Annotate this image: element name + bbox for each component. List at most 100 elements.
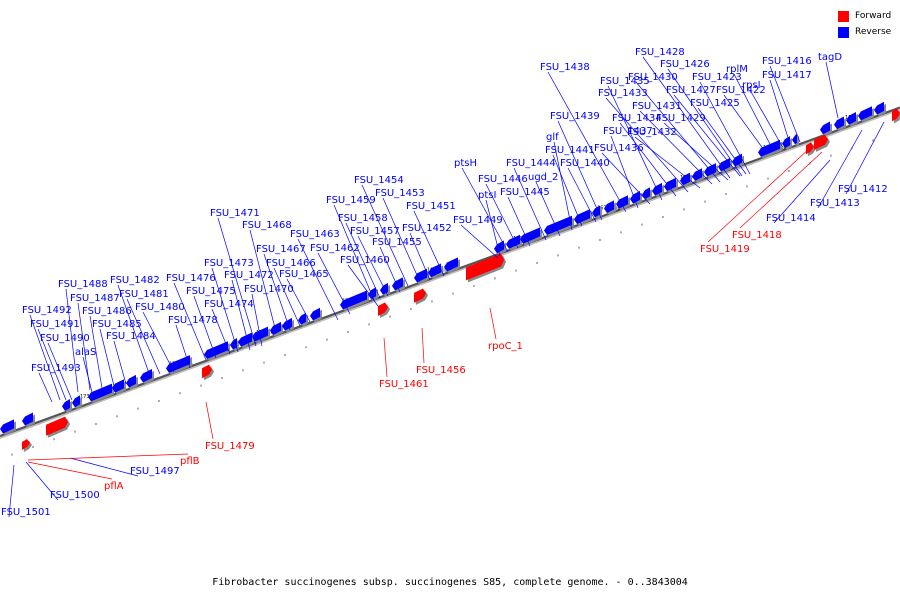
reverse-gene-label: FSU_1427 bbox=[666, 85, 716, 96]
legend-forward: Forward bbox=[838, 8, 891, 24]
reverse-gene-label: FSU_1441 bbox=[545, 145, 595, 156]
reverse-gene-label: FSU_1437 bbox=[603, 126, 653, 137]
reverse-gene-arrow bbox=[544, 215, 572, 235]
reverse-label-leader bbox=[461, 167, 509, 253]
reverse-gene-arrow bbox=[282, 317, 292, 331]
reverse-gene-label: rpsI bbox=[742, 80, 761, 91]
reverse-label-leader bbox=[8, 464, 15, 518]
reverse-gene-label: FSU_1465 bbox=[279, 269, 329, 280]
reverse-gene-label: FSU_1425 bbox=[690, 98, 740, 109]
reverse-gene-arrow bbox=[0, 419, 14, 434]
reverse-gene-label: FSU_1475 bbox=[186, 286, 236, 297]
reverse-gene-label: FSU_1429 bbox=[656, 113, 706, 124]
legend-reverse-swatch bbox=[838, 26, 849, 38]
reverse-label-leader bbox=[773, 159, 831, 224]
reverse-gene-label: FSU_1486 bbox=[82, 306, 132, 317]
reverse-label-leader bbox=[29, 314, 61, 401]
reverse-gene-label: FSU_1481 bbox=[119, 289, 169, 300]
reverse-gene-label: FSU_1426 bbox=[660, 59, 710, 70]
forward-gene-arrow bbox=[46, 416, 68, 436]
reverse-gene-label: FSU_1492 bbox=[22, 305, 72, 316]
reverse-label-leader bbox=[38, 372, 53, 403]
forward-label-leader bbox=[489, 307, 497, 340]
forward-label-leader bbox=[383, 337, 388, 378]
reverse-gene-arrow bbox=[616, 195, 628, 209]
reverse-label-leader bbox=[317, 252, 351, 315]
forward-gene-arrow bbox=[814, 134, 828, 150]
reverse-label-leader bbox=[25, 461, 59, 501]
reverse-gene-arrow bbox=[88, 383, 112, 402]
reverse-gene-label: FSU_1467 bbox=[256, 244, 306, 255]
reverse-label-leader bbox=[231, 279, 251, 351]
reverse-gene-label: FSU_1484 bbox=[106, 331, 156, 342]
reverse-label-leader bbox=[460, 224, 499, 259]
reverse-label-leader bbox=[557, 120, 603, 221]
reverse-gene-arrow bbox=[820, 121, 830, 135]
reverse-gene-label: FSU_1454 bbox=[354, 175, 404, 186]
reverse-label-leader bbox=[126, 298, 161, 375]
reverse-gene-label: FSU_1414 bbox=[766, 213, 816, 224]
reverse-gene-arrow bbox=[126, 374, 136, 388]
reverse-gene-label: ptsI bbox=[478, 190, 496, 201]
reverse-label-leader bbox=[413, 210, 445, 277]
reverse-gene-label: FSU_1501 bbox=[1, 507, 51, 518]
reverse-label-leader bbox=[175, 324, 191, 369]
reverse-gene-arrow bbox=[270, 321, 281, 335]
reverse-gene-arrow bbox=[642, 187, 650, 200]
reverse-label-leader bbox=[333, 204, 375, 301]
reverse-label-leader bbox=[513, 167, 547, 241]
reverse-gene-label: FSU_1471 bbox=[210, 208, 260, 219]
reverse-label-leader bbox=[535, 181, 561, 237]
reverse-gene-label: FSU_1473 bbox=[204, 258, 254, 269]
reverse-gene-label: FSU_1444 bbox=[506, 158, 556, 169]
reverse-gene-label: FSU_1436 bbox=[594, 143, 644, 154]
reverse-label-leader bbox=[485, 199, 501, 257]
reverse-gene-label: FSU_1435 bbox=[600, 76, 650, 87]
legend: Forward Reverse bbox=[838, 8, 891, 40]
forward-label-leader bbox=[421, 327, 425, 364]
reverse-label-leader bbox=[37, 328, 67, 401]
reverse-label-leader bbox=[567, 167, 597, 223]
reverse-label-leader bbox=[142, 311, 175, 373]
reverse-gene-label: FSU_1433 bbox=[598, 88, 648, 99]
gene-labels: FSU_1501 FSU_1500 FSU_1497 FSU_1493 FSU_1492… bbox=[1, 47, 888, 518]
reverse-label-leader bbox=[507, 196, 531, 247]
reverse-gene-label: FSU_1463 bbox=[290, 229, 340, 240]
reverse-label-leader bbox=[485, 183, 519, 249]
reverse-gene-label: FSU_1434 bbox=[612, 113, 662, 124]
reverse-gene-arrow bbox=[72, 395, 80, 408]
reverse-label-leader bbox=[610, 135, 639, 209]
reverse-gene-label: FSU_1413 bbox=[810, 198, 860, 209]
reverse-label-leader bbox=[639, 110, 713, 185]
reverse-label-leader bbox=[553, 141, 573, 231]
reverse-label-leader bbox=[642, 56, 731, 179]
reverse-label-leader bbox=[601, 152, 651, 205]
map-caption: Fibrobacter succinogenes subsp. succinog… bbox=[212, 577, 688, 588]
reverse-gene-label: alaS bbox=[75, 347, 96, 358]
reverse-label-leader bbox=[217, 217, 257, 347]
reverse-gene-label: FSU_1476 bbox=[166, 273, 216, 284]
reverse-gene-label: FSU_1478 bbox=[168, 315, 218, 326]
reverse-label-leader bbox=[699, 81, 751, 175]
reverse-label-leader bbox=[605, 97, 689, 193]
reverse-gene-label: ptsH bbox=[454, 158, 477, 169]
reverse-gene-label: FSU_1439 bbox=[550, 111, 600, 122]
reverse-gene-label: FSU_1440 bbox=[560, 158, 610, 169]
reverse-label-leader bbox=[211, 267, 239, 353]
reverse-gene-arrow bbox=[310, 307, 320, 321]
reverse-gene-arrow bbox=[792, 133, 797, 145]
reverse-label-leader bbox=[825, 61, 839, 119]
reverse-label-leader bbox=[769, 65, 801, 143]
forward-label-leader bbox=[27, 461, 113, 480]
reverse-gene-arrow bbox=[718, 158, 730, 172]
reverse-label-leader bbox=[382, 197, 421, 283]
reverse-gene-arrow bbox=[414, 268, 427, 283]
reverse-label-leader bbox=[749, 89, 783, 147]
reverse-gene-arrow bbox=[758, 139, 780, 157]
reverse-label-leader bbox=[249, 229, 277, 333]
reverse-label-leader bbox=[99, 328, 115, 387]
reverse-gene-arrow bbox=[392, 277, 403, 291]
reverse-label-leader bbox=[89, 315, 103, 389]
reverse-gene-label: FSU_1452 bbox=[402, 223, 452, 234]
forward-gene-label: pflA bbox=[104, 481, 124, 492]
